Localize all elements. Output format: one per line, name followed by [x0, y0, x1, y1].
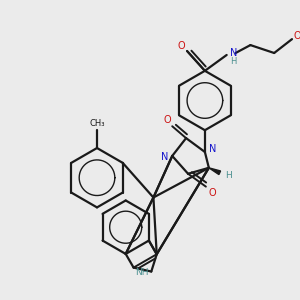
Text: O: O — [208, 188, 216, 198]
Text: N: N — [230, 48, 237, 58]
Text: NH: NH — [135, 268, 148, 277]
Polygon shape — [209, 168, 220, 175]
Text: O: O — [293, 31, 300, 41]
Text: H: H — [225, 171, 232, 180]
Text: O: O — [177, 41, 185, 51]
Text: N: N — [160, 152, 168, 162]
Text: N: N — [209, 144, 217, 154]
Text: CH₃: CH₃ — [89, 119, 105, 128]
Text: H: H — [230, 57, 237, 66]
Text: O: O — [164, 115, 171, 125]
